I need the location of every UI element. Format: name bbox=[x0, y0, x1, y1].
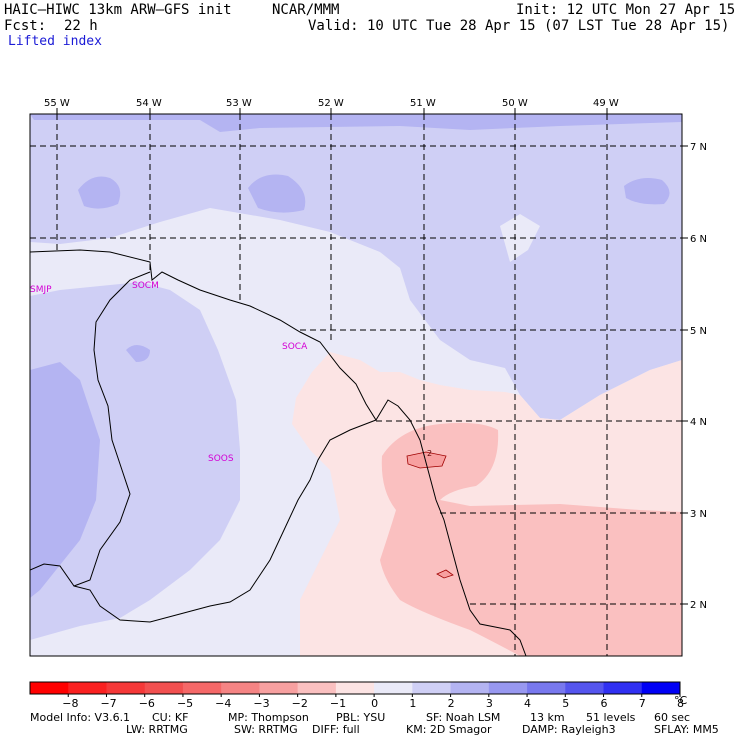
colorbar-swatch bbox=[68, 682, 107, 694]
lon-label-52w: 52 W bbox=[318, 98, 344, 109]
colorbar-tick-label: −3 bbox=[253, 697, 269, 710]
colorbar-tick-label: −6 bbox=[139, 697, 155, 710]
border-guyana-suriname bbox=[30, 271, 151, 587]
footer-pbl: PBL: YSU bbox=[336, 711, 386, 724]
contour-value-label: 2 bbox=[427, 449, 432, 458]
colorbar-tick-label: 0 bbox=[371, 697, 378, 710]
footer-longwave: LW: RRTMG bbox=[126, 723, 188, 736]
band-2-3-blob-c bbox=[624, 178, 670, 205]
colorbar-swatch bbox=[297, 682, 337, 694]
center-name: NCAR/MMM bbox=[272, 2, 340, 18]
footer-levels: 51 levels bbox=[586, 711, 636, 724]
colorbar-swatch bbox=[527, 682, 566, 694]
band-2-3-spot bbox=[126, 345, 150, 362]
coastline bbox=[30, 249, 527, 656]
shaded-field bbox=[30, 114, 682, 656]
lon-label-54w: 54 W bbox=[136, 98, 162, 109]
valid-time: Valid: 10 UTC Tue 28 Apr 15 (07 LST Tue … bbox=[308, 18, 730, 34]
lon-label-53w: 53 W bbox=[226, 98, 252, 109]
station-label-smjp: SMJP bbox=[30, 285, 52, 295]
band-1-2-north bbox=[30, 114, 682, 420]
coastlines bbox=[30, 249, 527, 656]
colorbar-unit: °C bbox=[674, 694, 688, 707]
footer-shortwave: SW: RRTMG bbox=[234, 723, 298, 736]
lat-label-3n: 3 N bbox=[690, 509, 707, 520]
colorbar: −8 −7 −6 −5 −4 −3 −2 −1 0 1 2 3 4 5 6 7 8 bbox=[29, 681, 684, 710]
map-frame bbox=[29, 113, 683, 657]
colorbar-swatch bbox=[412, 682, 452, 694]
colorbar-swatch bbox=[182, 682, 222, 694]
band-2-3-strip bbox=[30, 114, 682, 132]
lat-label-7n: 7 N bbox=[690, 142, 707, 153]
lon-label-50w: 50 W bbox=[502, 98, 528, 109]
footer-surface-layer: SFLAY: MM5 bbox=[654, 723, 719, 736]
colorbar-tick-label: −5 bbox=[177, 697, 193, 710]
colorbar-tick-label: −1 bbox=[330, 697, 346, 710]
colorbar-tick-label: 2 bbox=[448, 697, 455, 710]
colorbar-swatch bbox=[641, 682, 681, 694]
band-2-3-blob-a bbox=[78, 176, 121, 209]
colorbar-tick-label: 1 bbox=[409, 697, 416, 710]
colorbar-tick-label: −2 bbox=[292, 697, 308, 710]
frame-ticks bbox=[56, 108, 688, 605]
graticule bbox=[30, 114, 682, 656]
colorbar-swatch bbox=[106, 682, 146, 694]
station-label-socm: SOCM bbox=[132, 281, 159, 291]
footer-damping: DAMP: Rayleigh3 bbox=[522, 723, 616, 736]
lon-label-55w: 55 W bbox=[44, 98, 70, 109]
colorbar-swatch bbox=[565, 682, 605, 694]
colorbar-swatch bbox=[144, 682, 184, 694]
colorbar-tick-label: 7 bbox=[639, 697, 646, 710]
lon-label-51w: 51 W bbox=[410, 98, 436, 109]
colorbar-swatch bbox=[488, 682, 528, 694]
model-title: HAIC–HIWC 13km ARW–GFS init bbox=[4, 2, 232, 18]
lat-label-2n: 2 N bbox=[690, 600, 707, 611]
footer-surface: SF: Noah LSM bbox=[426, 711, 501, 724]
colorbar-swatch bbox=[374, 682, 413, 694]
footer-microphysics: MP: Thompson bbox=[228, 711, 309, 724]
footer-cumulus: CU: KF bbox=[152, 711, 189, 724]
colorbar-swatch bbox=[259, 682, 299, 694]
forecast-label: Fcst: bbox=[4, 18, 47, 34]
lat-label-6n: 6 N bbox=[690, 234, 707, 245]
colorbar-tick-label: −4 bbox=[215, 697, 231, 710]
colorbar-tick-label: 6 bbox=[601, 697, 608, 710]
colorbar-tick-label: 4 bbox=[524, 697, 531, 710]
lat-label-5n: 5 N bbox=[690, 326, 707, 337]
field-name: Lifted index bbox=[8, 34, 102, 49]
colorbar-frame bbox=[29, 681, 681, 695]
footer-timestep: 60 sec bbox=[654, 711, 691, 724]
footer-model-version: Model Info: V3.6.1 bbox=[30, 711, 131, 724]
colorbar-swatch bbox=[603, 682, 643, 694]
colorbar-swatch bbox=[450, 682, 490, 694]
border-suriname-guiana bbox=[73, 419, 377, 623]
station-label-soca: SOCA bbox=[282, 342, 308, 352]
footer-km: KM: 2D Smagor bbox=[406, 723, 492, 736]
colorbar-tick-label: 5 bbox=[562, 697, 569, 710]
band-1-2-southwest bbox=[30, 282, 240, 640]
colorbar-swatch bbox=[335, 682, 375, 694]
colorbar-tick-label: −8 bbox=[62, 697, 78, 710]
footer-diffusion: DIFF: full bbox=[312, 723, 360, 736]
lon-label-49w: 49 W bbox=[593, 98, 619, 109]
band-neg3-neg2-b bbox=[436, 569, 454, 579]
colorbar-tick-label: 3 bbox=[486, 697, 493, 710]
band-neg3-neg2-a bbox=[406, 451, 447, 469]
colorbar-tick-label: −7 bbox=[100, 697, 116, 710]
band-2-3-blob-b bbox=[248, 174, 306, 213]
forecast-hour: 22 h bbox=[64, 18, 98, 34]
colorbar-swatch bbox=[221, 682, 260, 694]
colorbar-swatch bbox=[30, 682, 69, 694]
band-2-3-southwest bbox=[30, 362, 100, 598]
colorbar-tick-label: 8 bbox=[677, 697, 684, 710]
footer-resolution: 13 km bbox=[530, 711, 565, 724]
station-label-soos: SOOS bbox=[208, 454, 234, 464]
init-time: Init: 12 UTC Mon 27 Apr 15 bbox=[516, 2, 736, 18]
lat-label-4n: 4 N bbox=[690, 417, 707, 428]
